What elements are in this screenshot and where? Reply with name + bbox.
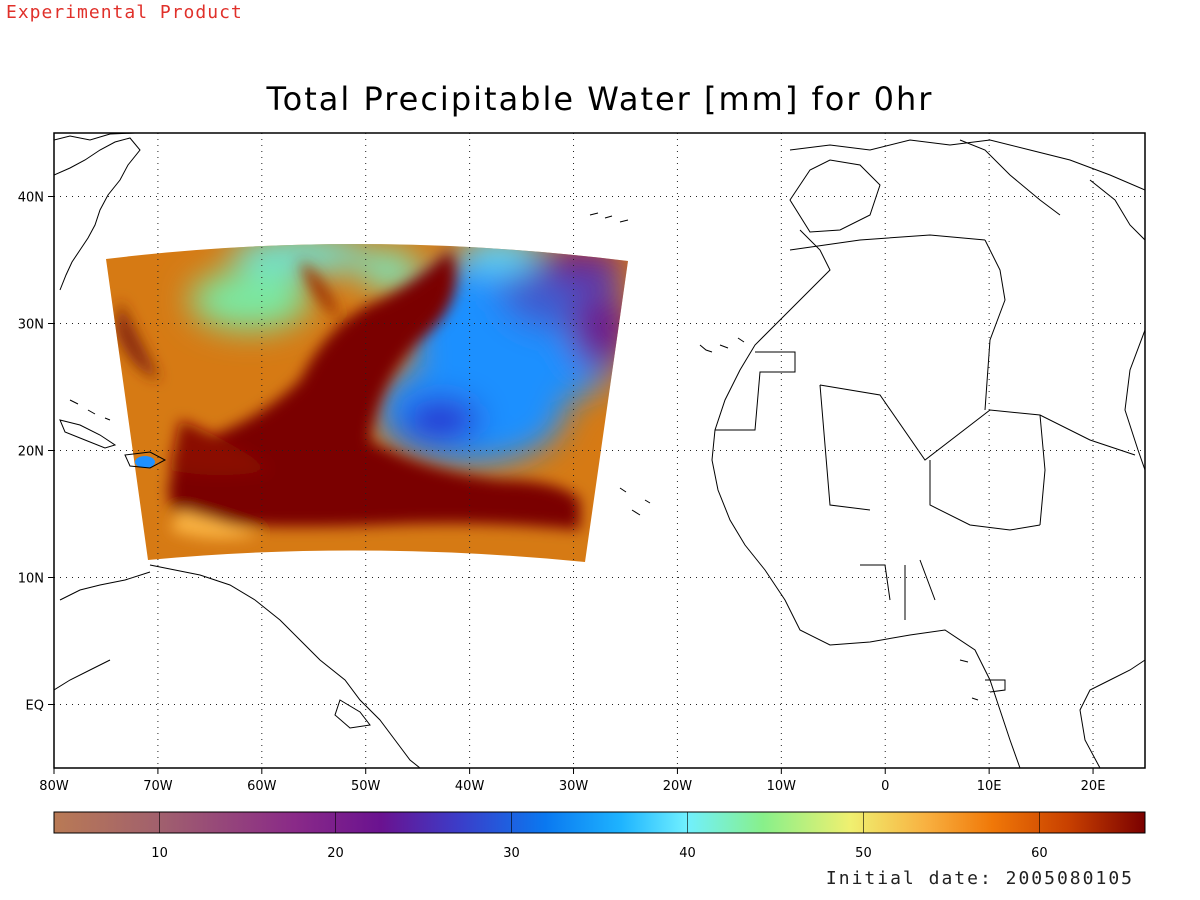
lon-tick-label: 20W [663, 779, 693, 794]
lon-tick-label: 50W [351, 779, 381, 794]
lat-tick-label: 10N [18, 572, 44, 587]
lon-tick-label: 20E [1081, 779, 1106, 794]
latitude-ticks: 40N 30N 20N 10N EQ [18, 191, 54, 714]
lon-tick-label: 10E [977, 779, 1002, 794]
colorbar-ticks: 10 20 30 40 50 60 [151, 812, 1048, 861]
lon-tick-label: 10W [767, 779, 797, 794]
initial-date: Initial date: 2005080105 [825, 868, 1134, 889]
longitude-ticks: 80W 70W 60W 50W 40W 30W 20W 10W 0 10E 20E [39, 768, 1105, 794]
lon-tick-label: 40W [455, 779, 485, 794]
lon-tick-label: 0 [881, 779, 889, 794]
lon-tick-label: 70W [143, 779, 173, 794]
map-title: Total Precipitable Water [mm] for 0hr [266, 80, 934, 118]
precipitable-water-field [106, 243, 628, 562]
colorbar [53, 811, 1146, 834]
lat-tick-label: EQ [26, 699, 44, 714]
colorbar-tick-label: 20 [327, 846, 344, 861]
lon-tick-label: 30W [559, 779, 589, 794]
colorbar-tick-label: 60 [1031, 846, 1048, 861]
lat-tick-label: 30N [18, 318, 44, 333]
experimental-product-banner: Experimental Product [6, 2, 243, 23]
lon-tick-label: 60W [247, 779, 277, 794]
colorbar-tick-label: 50 [855, 846, 872, 861]
lat-tick-label: 40N [18, 191, 44, 206]
colorbar-tick-label: 30 [503, 846, 520, 861]
lon-tick-label: 80W [39, 779, 69, 794]
coastlines [54, 133, 1145, 768]
lat-tick-label: 20N [18, 445, 44, 460]
colorbar-tick-label: 40 [679, 846, 696, 861]
colorbar-tick-label: 10 [151, 846, 168, 861]
